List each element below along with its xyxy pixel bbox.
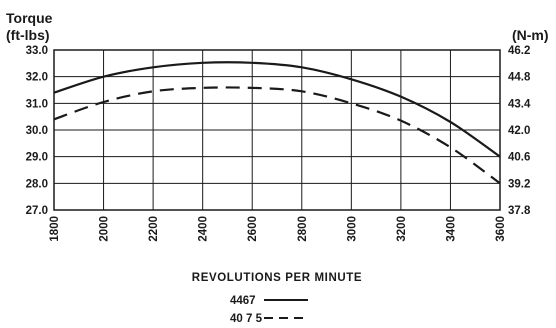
x-tick-label: 1800 — [49, 216, 61, 242]
y-tick-label-right: 44.8 — [508, 72, 531, 84]
x-tick-label: 2400 — [198, 216, 210, 242]
y-tick-label-left: 29.0 — [26, 152, 48, 164]
x-tick-label: 2800 — [297, 216, 309, 242]
y-tick-label-left: 32.0 — [26, 72, 48, 84]
y-ticks-left: 27.0 28.0 29.0 30.0 31.0 32.0 33.0 — [26, 45, 48, 217]
legend: 4467 40 7 5 — [230, 295, 308, 325]
y-tick-label-right: 39.2 — [508, 178, 530, 190]
y-tick-label-right: 37.8 — [508, 205, 531, 217]
series-line-2 — [53, 86, 501, 185]
x-tick-label: 3200 — [396, 216, 408, 242]
series-line-1 — [53, 61, 501, 158]
x-tick-label: 3600 — [495, 216, 507, 242]
y-tick-label-left: 27.0 — [26, 205, 48, 217]
legend-label-series-1: 4467 — [230, 295, 256, 307]
y-ticks-right: 37.8 39.2 40.6 42.0 43.4 44.8 46.2 — [508, 45, 531, 217]
y-tick-label-right: 40.6 — [508, 152, 530, 164]
y-tick-label-left: 31.0 — [26, 98, 48, 110]
y-axis-label-right: (N-m) — [512, 27, 549, 43]
x-tick-label: 2000 — [99, 216, 111, 242]
y-tick-label-right: 43.4 — [508, 98, 531, 110]
series-lines — [53, 61, 501, 185]
x-ticks: 1800 2000 2200 2400 2600 2800 3000 3200 3400 3600 — [49, 216, 507, 242]
y-tick-label-left: 28.0 — [26, 178, 48, 190]
legend-label-series-2: 40 7 5 — [230, 313, 263, 325]
grid — [53, 49, 501, 211]
x-tick-label: 3400 — [445, 216, 457, 242]
x-tick-label: 3000 — [346, 216, 358, 242]
x-tick-label: 2200 — [148, 216, 160, 242]
y-axis-label-left-line2: (ft-lbs) — [6, 27, 50, 43]
x-axis-label: REVOLUTIONS PER MINUTE — [192, 272, 362, 284]
x-tick-label: 2600 — [247, 216, 259, 242]
y-tick-label-left: 33.0 — [26, 45, 48, 57]
y-tick-label-right: 46.2 — [508, 45, 530, 57]
y-tick-label-right: 42.0 — [508, 125, 530, 137]
y-tick-label-left: 30.0 — [26, 125, 48, 137]
y-axis-label-left-line1: Torque — [6, 10, 53, 26]
